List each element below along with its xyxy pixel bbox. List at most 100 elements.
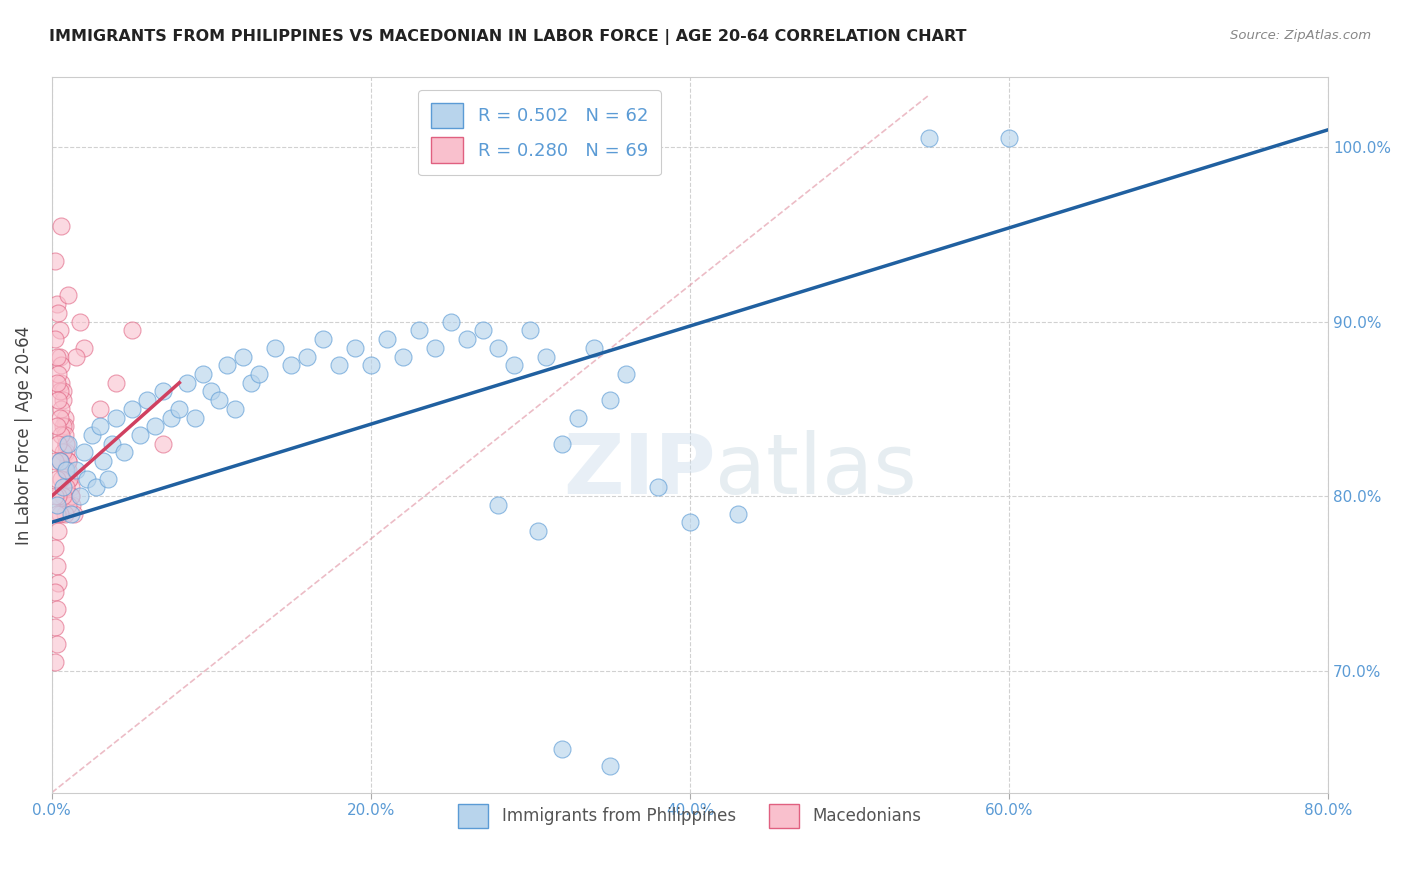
Point	[45, 507, 67, 521]
Point	[73, 445, 96, 459]
Point	[423, 341, 446, 355]
Point	[488, 341, 510, 355]
Point	[73, 341, 96, 355]
Point	[408, 323, 430, 337]
Point	[104, 410, 127, 425]
Point	[217, 358, 239, 372]
Point	[51, 358, 73, 372]
Point	[51, 472, 73, 486]
Point	[45, 376, 67, 390]
Point	[53, 428, 76, 442]
Point	[176, 376, 198, 390]
Point	[51, 219, 73, 233]
Point	[48, 350, 70, 364]
Point	[46, 393, 69, 408]
Point	[128, 428, 150, 442]
Point	[551, 742, 574, 756]
Point	[160, 410, 183, 425]
Point	[112, 445, 135, 459]
Point	[59, 480, 82, 494]
Point	[46, 524, 69, 538]
Point	[503, 358, 526, 372]
Text: ZIP: ZIP	[562, 430, 716, 511]
Point	[184, 410, 207, 425]
Point	[53, 463, 76, 477]
Point	[527, 524, 550, 538]
Point	[45, 350, 67, 364]
Point	[727, 507, 749, 521]
Point	[456, 332, 478, 346]
Point	[121, 401, 143, 416]
Point	[97, 472, 120, 486]
Point	[45, 637, 67, 651]
Point	[48, 323, 70, 337]
Point	[247, 367, 270, 381]
Point	[89, 419, 111, 434]
Point	[56, 498, 79, 512]
Point	[63, 507, 86, 521]
Point	[56, 288, 79, 302]
Point	[59, 489, 82, 503]
Point	[45, 602, 67, 616]
Point	[46, 436, 69, 450]
Point	[55, 436, 77, 450]
Point	[208, 393, 231, 408]
Point	[998, 131, 1021, 145]
Point	[58, 472, 80, 486]
Point	[614, 367, 637, 381]
Point	[136, 393, 159, 408]
Point	[48, 454, 70, 468]
Point	[101, 436, 124, 450]
Point	[328, 358, 350, 372]
Y-axis label: In Labor Force | Age 20-64: In Labor Force | Age 20-64	[15, 326, 32, 545]
Point	[51, 428, 73, 442]
Point	[193, 367, 215, 381]
Point	[145, 419, 167, 434]
Point	[567, 410, 589, 425]
Point	[65, 350, 87, 364]
Point	[121, 323, 143, 337]
Point	[488, 498, 510, 512]
Point	[55, 480, 77, 494]
Point	[312, 332, 335, 346]
Point	[48, 507, 70, 521]
Point	[44, 655, 66, 669]
Point	[48, 384, 70, 399]
Point	[62, 498, 84, 512]
Point	[46, 367, 69, 381]
Point	[80, 428, 103, 442]
Point	[264, 341, 287, 355]
Point	[599, 393, 621, 408]
Point	[56, 463, 79, 477]
Point	[44, 585, 66, 599]
Point	[52, 384, 75, 399]
Point	[55, 463, 77, 477]
Point	[45, 472, 67, 486]
Point	[391, 350, 413, 364]
Point	[551, 436, 574, 450]
Point	[44, 332, 66, 346]
Point	[200, 384, 222, 399]
Point	[48, 454, 70, 468]
Point	[104, 376, 127, 390]
Point	[52, 445, 75, 459]
Point	[679, 516, 702, 530]
Point	[44, 620, 66, 634]
Point	[55, 436, 77, 450]
Point	[51, 376, 73, 390]
Point	[51, 401, 73, 416]
Point	[152, 436, 174, 450]
Point	[52, 393, 75, 408]
Point	[86, 480, 108, 494]
Point	[439, 315, 461, 329]
Point	[152, 384, 174, 399]
Point	[45, 558, 67, 573]
Point	[91, 454, 114, 468]
Point	[69, 489, 91, 503]
Point	[224, 401, 246, 416]
Point	[76, 472, 98, 486]
Point	[169, 401, 191, 416]
Point	[89, 401, 111, 416]
Point	[583, 341, 606, 355]
Point	[58, 472, 80, 486]
